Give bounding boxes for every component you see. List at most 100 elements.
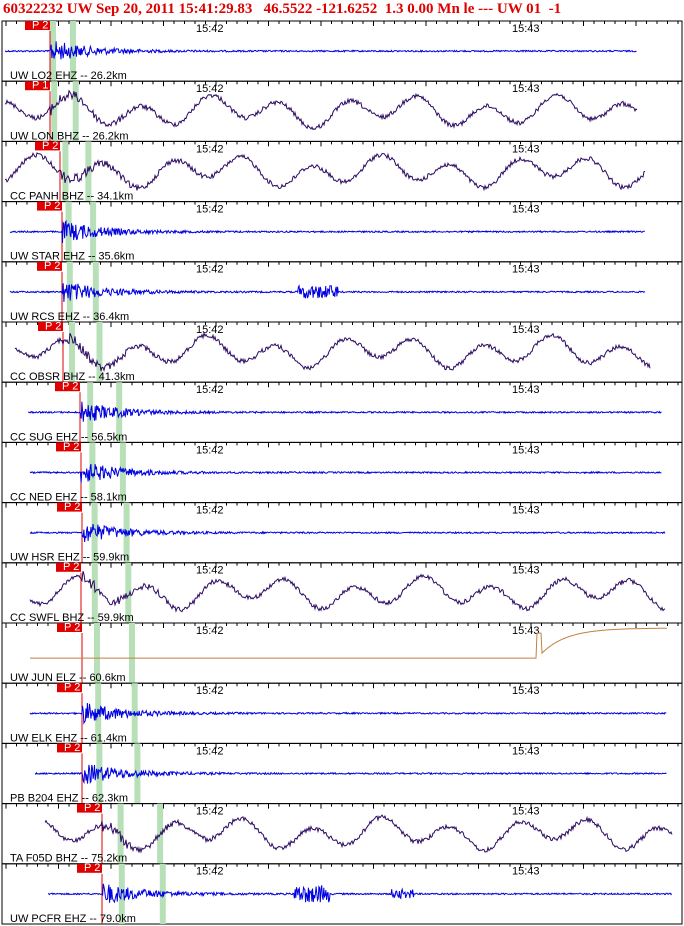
time-label: 15:43 — [512, 83, 540, 95]
pick-label: P 2 — [64, 621, 80, 633]
green-band — [125, 562, 132, 623]
time-label: 15:43 — [512, 625, 540, 637]
time-label: 15:43 — [512, 384, 540, 396]
pick-box — [37, 201, 62, 211]
time-label: 15:43 — [512, 565, 540, 577]
time-label: 15:42 — [196, 444, 224, 456]
station-label: TA F05D BHZ -- 75.2km — [10, 853, 127, 865]
waveform — [29, 571, 666, 613]
green-band — [134, 743, 141, 804]
pick-box — [25, 21, 50, 30]
waveform — [29, 524, 666, 543]
pick-box — [77, 803, 102, 813]
pick-box — [56, 562, 81, 572]
pick-box — [35, 141, 60, 151]
time-label: 15:42 — [196, 324, 224, 336]
station-label: CC PANH BHZ -- 34.1km — [10, 191, 133, 203]
station-label: UW PCFR EHZ -- 79.0km — [10, 913, 136, 925]
pick-label: P 2 — [42, 140, 58, 152]
green-band — [62, 141, 69, 202]
pick-box — [55, 382, 80, 392]
time-label: 15:43 — [512, 444, 540, 456]
time-label: 15:42 — [196, 264, 224, 276]
time-label: 15:43 — [512, 806, 540, 818]
time-label: 15:42 — [196, 23, 224, 35]
green-band — [91, 502, 98, 563]
station-label: UW JUN ELZ -- 60.6km — [10, 672, 126, 684]
pick-box — [25, 81, 50, 91]
pick-label: P 2 — [44, 260, 60, 272]
pick-box — [37, 261, 62, 271]
waveform — [9, 219, 646, 244]
station-label: UW ELK EHZ -- 61.4km — [10, 732, 127, 744]
green-band — [94, 623, 100, 684]
green-band — [96, 322, 103, 383]
green-band — [129, 623, 135, 684]
green-band — [89, 442, 96, 503]
station-label: UW LON BHZ -- 26.2km — [10, 130, 129, 142]
time-label: 15:43 — [512, 143, 540, 155]
waveform — [34, 764, 667, 785]
green-band — [119, 442, 126, 503]
time-label: 15:42 — [196, 505, 224, 517]
station-label: UW STAR EHZ -- 35.6km — [10, 251, 134, 263]
green-band — [116, 382, 123, 443]
station-label: UW LO2 EHZ -- 26.2km — [10, 70, 127, 82]
time-label: 15:42 — [196, 143, 224, 155]
green-band — [85, 141, 92, 202]
waveform — [14, 331, 651, 372]
pick-label: P 2 — [64, 501, 80, 513]
pick-box — [57, 743, 82, 753]
time-label: 15:42 — [196, 806, 224, 818]
waveform — [4, 152, 646, 192]
station-label: PB B204 EHZ -- 62.3km — [10, 793, 128, 805]
time-label: 15:42 — [196, 685, 224, 697]
waveform — [4, 41, 637, 60]
time-label: 15:42 — [196, 384, 224, 396]
time-label: 15:43 — [512, 264, 540, 276]
pick-label: P 2 — [62, 381, 78, 393]
pick-label: P 1 — [32, 80, 48, 92]
station-label: CC SUG EHZ -- 56.5km — [10, 431, 127, 443]
pick-label: P 2 — [32, 19, 48, 31]
pick-label: P 2 — [44, 200, 60, 212]
time-label: 15:42 — [196, 866, 224, 878]
green-band — [72, 81, 79, 142]
station-label: UW RCS EHZ -- 36.4km — [10, 311, 129, 323]
time-label: 15:43 — [512, 745, 540, 757]
pick-box — [38, 322, 63, 331]
pick-label: P 2 — [84, 802, 100, 814]
time-label: 15:43 — [512, 866, 540, 878]
pick-label: P 2 — [63, 561, 79, 573]
time-label: 15:42 — [196, 204, 224, 216]
waveform — [47, 883, 673, 904]
pick-box — [57, 683, 82, 693]
station-label: CC OBSR BHZ -- 41.3km — [10, 371, 135, 383]
waveform — [29, 702, 667, 725]
pick-box — [57, 623, 82, 632]
green-band — [69, 322, 75, 383]
waveform — [4, 89, 638, 131]
pick-label: P 2 — [64, 742, 80, 754]
pick-label: P 2 — [64, 682, 80, 694]
green-band — [118, 863, 125, 924]
time-label: 15:42 — [196, 745, 224, 757]
waveform — [9, 283, 646, 302]
time-label: 15:43 — [512, 685, 540, 697]
pick-label: P 2 — [45, 320, 61, 332]
green-band — [51, 81, 58, 142]
time-label: 15:43 — [512, 505, 540, 517]
green-band — [92, 261, 99, 322]
pick-box — [57, 502, 82, 512]
time-label: 15:43 — [512, 23, 540, 35]
waveform — [44, 814, 673, 854]
waveform — [27, 401, 662, 422]
green-band — [70, 21, 76, 82]
time-label: 15:43 — [512, 324, 540, 336]
green-band — [87, 382, 94, 443]
pick-box — [77, 863, 102, 873]
pick-label: P 2 — [63, 441, 79, 453]
time-label: 15:42 — [196, 625, 224, 637]
pick-label: P 2 — [84, 862, 100, 874]
